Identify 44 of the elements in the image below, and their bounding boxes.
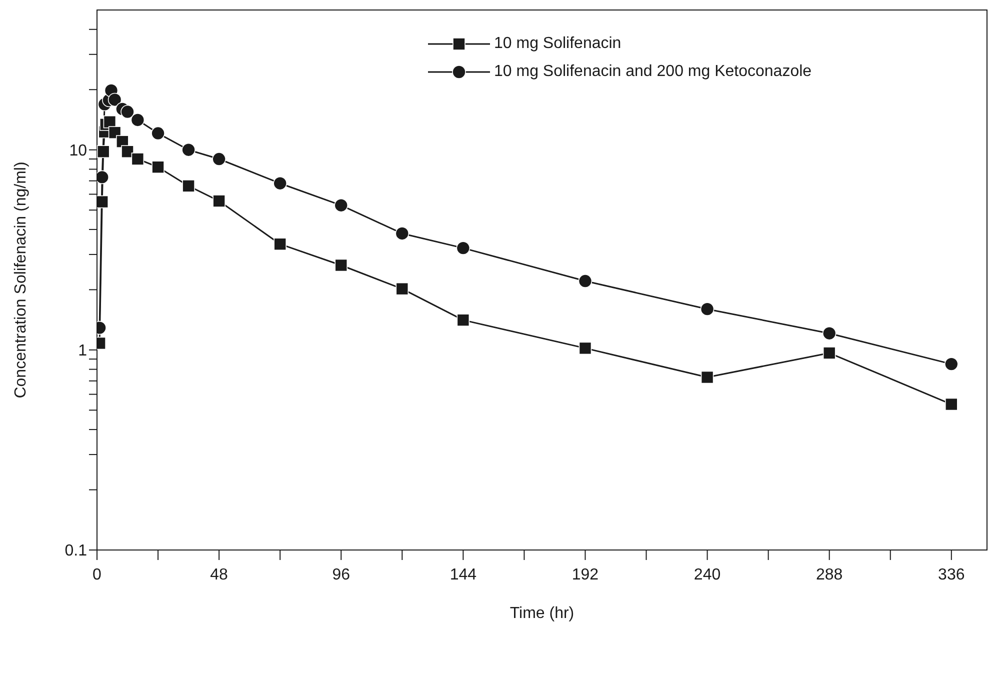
point (182, 180, 195, 192)
point (456, 241, 470, 255)
y-tick-label: 10 (69, 142, 88, 160)
point (945, 398, 958, 411)
point (108, 92, 122, 107)
point (274, 238, 286, 250)
x-tick-label: 192 (572, 566, 599, 584)
x-tick-label: 144 (450, 566, 477, 584)
point (396, 282, 409, 296)
point (273, 176, 287, 190)
x-tick-label: 336 (938, 566, 965, 584)
x-tick-label: 240 (694, 566, 721, 584)
y-tick-label: 1 (78, 342, 88, 360)
x-tick-label: 0 (92, 566, 102, 584)
point (822, 326, 836, 340)
point (182, 142, 196, 157)
x-tick-label: 288 (816, 566, 843, 584)
point (97, 145, 110, 158)
x-axis-title: Time (hr) (510, 605, 574, 622)
point (121, 145, 134, 158)
point (578, 342, 592, 355)
point (456, 314, 470, 326)
y-axis-title: Concentration Solifenacin (ng/ml) (12, 162, 30, 398)
point (700, 370, 714, 384)
x-tick-label: 96 (332, 566, 350, 584)
point (700, 302, 714, 316)
legend-label: 10 mg Solifenacin and 200 mg Ketoconazole (494, 63, 812, 81)
point (97, 195, 108, 208)
point (334, 198, 348, 212)
point (152, 160, 164, 174)
legend-label: 10 mg Solifenacin (494, 35, 622, 53)
point (151, 126, 165, 140)
point (822, 346, 836, 360)
point (131, 152, 144, 166)
point (334, 258, 348, 272)
point (212, 194, 226, 208)
x-tick-label: 48 (210, 566, 228, 584)
point (395, 226, 410, 240)
point (120, 104, 134, 119)
y-tick-label: 0.1 (64, 542, 88, 560)
point (130, 113, 145, 127)
point (212, 152, 226, 166)
point (578, 274, 592, 288)
point (944, 357, 958, 371)
